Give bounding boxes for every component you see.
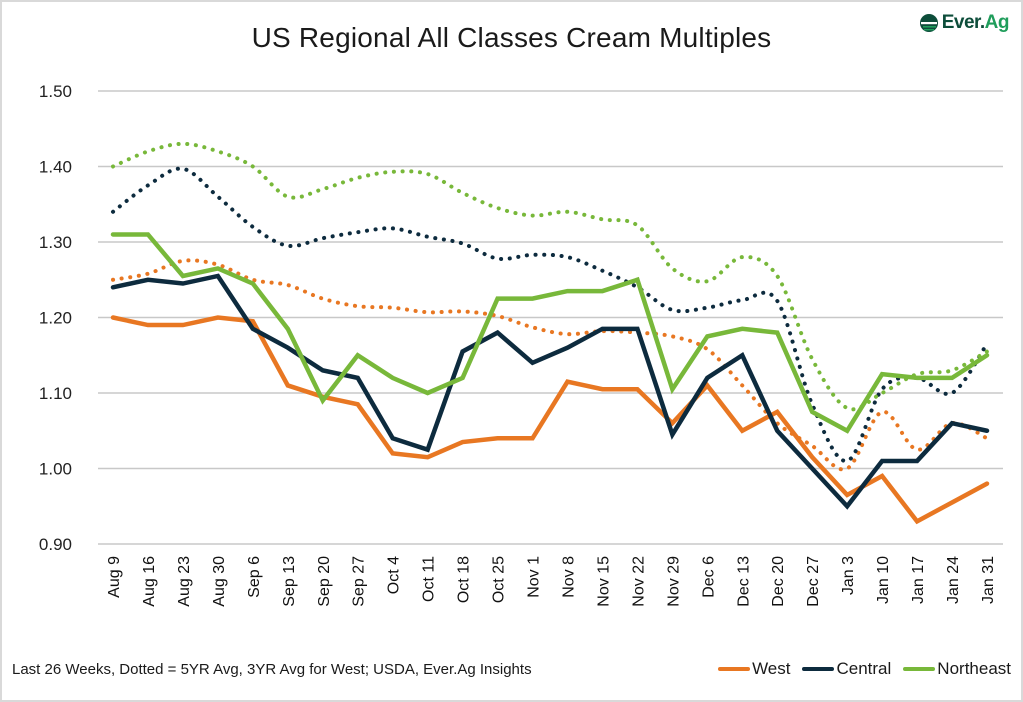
x-tick-label: Aug 16 [141,556,158,607]
x-tick-label: Jan 3 [840,556,857,595]
y-tick-label: 0.90 [39,535,72,554]
source-note: Last 26 Weeks, Dotted = 5YR Avg, 3YR Avg… [12,661,532,678]
x-tick-label: Dec 20 [770,556,787,607]
legend: West Central Northeast [718,659,1011,679]
x-tick-label: Nov 8 [560,556,577,598]
x-tick-label: Dec 13 [735,556,752,607]
ever-ag-logo-icon [919,14,938,32]
y-tick-label: 1.00 [39,460,72,479]
y-axis-ticks: 1.50 1.40 1.30 1.20 1.10 1.00 0.90 [39,82,72,554]
legend-item-central: Central [802,659,891,679]
y-tick-label: 1.20 [39,309,72,328]
x-tick-label: Aug 30 [211,556,228,607]
legend-swatch-west [718,667,751,671]
x-tick-label: Nov 22 [630,556,647,607]
x-tick-label: Aug 23 [176,556,193,607]
legend-swatch-central [802,667,835,671]
x-tick-label: Sep 27 [351,556,368,607]
y-tick-label: 1.50 [39,82,72,101]
x-tick-label: Oct 25 [491,556,508,603]
legend-swatch-northeast [903,667,936,671]
x-tick-label: Dec 27 [805,556,822,607]
x-tick-label: Nov 15 [595,556,612,607]
legend-label-west: West [752,659,791,678]
y-tick-label: 1.10 [39,384,72,403]
x-tick-label: Sep 6 [246,556,263,598]
legend-label-northeast: Northeast [937,659,1011,678]
series-line-northeast-5yr-avg [111,141,989,412]
gridlines [98,90,1003,545]
y-tick-label: 1.40 [39,158,72,177]
x-tick-label: Jan 31 [980,556,997,604]
series-line-central-5yr-avg [111,166,989,463]
x-tick-label: Sep 13 [281,556,298,607]
x-tick-label: Aug 9 [106,556,123,598]
series-lines [110,141,990,525]
chart-title: US Regional All Classes Cream Multiples [251,22,772,53]
x-tick-label: Jan 10 [875,556,892,604]
legend-label-central: Central [836,659,892,678]
x-tick-label: Oct 11 [421,556,438,602]
legend-item-west: West [718,659,790,679]
ever-ag-logo: Ever.Ag [919,12,1010,34]
ever-ag-logo-text: Ever.Ag [941,12,1010,33]
series-line-northeast [110,232,990,434]
x-tick-label: Jan 17 [910,556,927,604]
series-line-west-3yr-avg [111,258,989,472]
x-tick-label: Sep 20 [316,556,333,607]
x-tick-label: Oct 4 [386,556,403,594]
x-tick-label: Oct 18 [456,556,473,603]
legend-item-northeast: Northeast [903,659,1011,679]
y-tick-label: 1.30 [39,233,72,252]
x-tick-label: Nov 29 [665,556,682,607]
x-tick-label: Dec 6 [700,556,717,598]
x-tick-label: Nov 1 [526,556,543,598]
series-line-central [110,273,990,510]
x-axis-ticks: Aug 9 Aug 16 Aug 23 Aug 30 Sep 6 Sep 13 Sep 20… [106,556,997,607]
x-tick-label: Jan 24 [945,556,962,604]
